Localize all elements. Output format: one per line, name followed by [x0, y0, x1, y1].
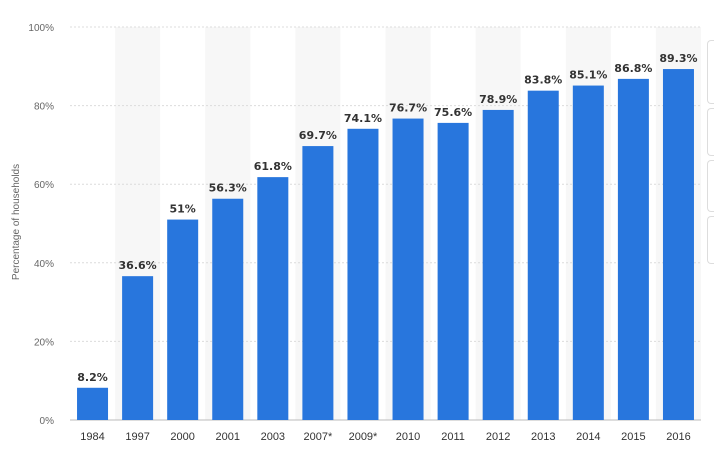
- bar[interactable]: [302, 146, 334, 421]
- x-tick-label: 2015: [621, 431, 645, 443]
- data-label: 85.1%: [569, 69, 607, 82]
- data-label: 36.6%: [119, 259, 157, 272]
- bar[interactable]: [122, 276, 154, 420]
- x-tick-label: 2013: [531, 431, 555, 443]
- y-tick-label: 20%: [34, 337, 54, 348]
- x-tick-label: 2012: [486, 431, 510, 443]
- side-tab[interactable]: [707, 216, 714, 264]
- data-label: 69.7%: [299, 129, 337, 142]
- bars: [77, 69, 694, 421]
- bar[interactable]: [617, 78, 649, 420]
- x-tick-label: 1984: [80, 431, 104, 443]
- y-axis-ticks: 0% 20% 40% 60% 80% 100%: [28, 23, 54, 427]
- side-tab[interactable]: [707, 40, 714, 104]
- y-tick-label: 80%: [34, 102, 54, 113]
- y-axis-title: Percentage of households: [11, 164, 22, 280]
- data-label: 61.8%: [254, 160, 292, 173]
- data-label: 86.8%: [614, 62, 652, 75]
- x-tick-label: 2003: [261, 431, 285, 443]
- bar[interactable]: [572, 85, 604, 420]
- data-label: 78.9%: [479, 93, 517, 106]
- side-tab[interactable]: [707, 160, 714, 212]
- x-tick-label: 1997: [125, 431, 149, 443]
- x-tick-label: 2016: [666, 431, 690, 443]
- bar[interactable]: [482, 109, 514, 420]
- data-label: 75.6%: [434, 106, 472, 119]
- bar[interactable]: [662, 69, 694, 421]
- y-tick-label: 0%: [40, 416, 55, 427]
- bar[interactable]: [437, 122, 469, 420]
- bar[interactable]: [392, 118, 424, 420]
- bar[interactable]: [347, 128, 379, 421]
- data-label: 83.8%: [524, 74, 562, 87]
- bar[interactable]: [527, 90, 559, 420]
- data-label: 74.1%: [344, 112, 382, 125]
- data-label: 51%: [170, 203, 196, 216]
- bar[interactable]: [212, 198, 244, 420]
- x-tick-label: 2000: [170, 431, 194, 443]
- bar[interactable]: [257, 177, 289, 420]
- data-label: 8.2%: [77, 371, 108, 384]
- x-tick-label: 2007*: [304, 431, 333, 443]
- y-tick-label: 60%: [34, 180, 54, 191]
- data-label: 76.7%: [389, 102, 427, 115]
- data-labels: 8.2% 36.6% 51% 56.3% 61.8% 69.7% 74.1% 76.7% 75.…: [77, 52, 697, 384]
- y-tick-label: 100%: [28, 23, 54, 34]
- bar[interactable]: [167, 219, 199, 420]
- x-tick-label: 2009*: [349, 431, 378, 443]
- x-tick-label: 2001: [216, 431, 240, 443]
- side-tab[interactable]: [707, 108, 714, 156]
- x-tick-label: 2010: [396, 431, 420, 443]
- data-label: 56.3%: [209, 182, 247, 195]
- y-tick-label: 40%: [34, 259, 54, 270]
- x-tick-label: 2014: [576, 431, 600, 443]
- bar[interactable]: [77, 387, 109, 420]
- x-axis-ticks: 1984 1997 2000 2001 2003 2007* 2009* 2010 2011 20…: [80, 431, 690, 443]
- x-tick-label: 2011: [441, 431, 465, 443]
- data-label: 89.3%: [659, 52, 697, 65]
